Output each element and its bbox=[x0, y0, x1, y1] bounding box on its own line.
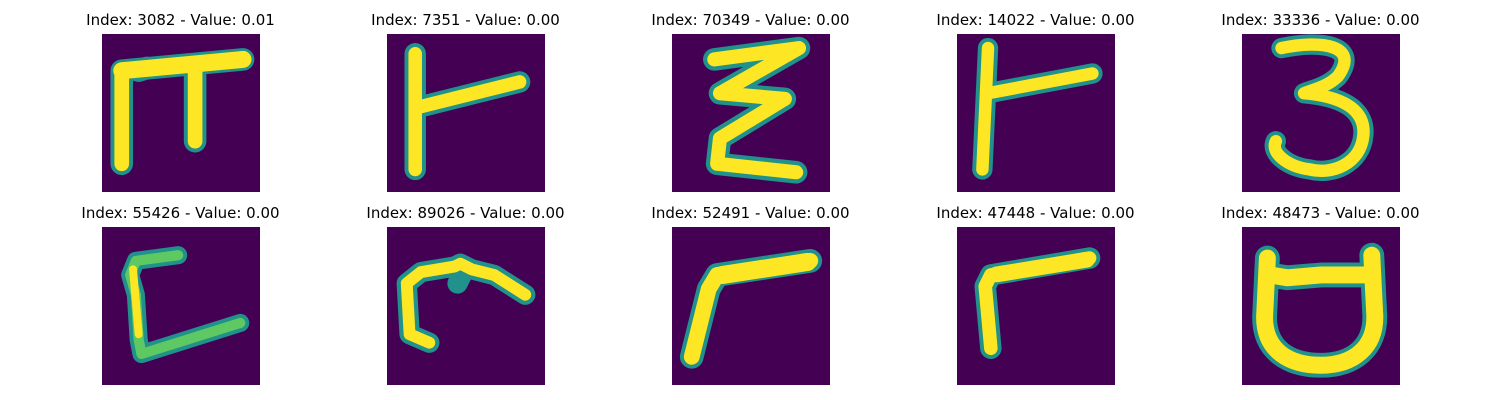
panel-6: Index: 55426 - Value: 0.00 bbox=[38, 203, 323, 393]
panel-8: Index: 52491 - Value: 0.00 bbox=[608, 203, 893, 393]
hook-shape-icon bbox=[386, 227, 545, 385]
panel-2: Index: 7351 - Value: 0.00 bbox=[323, 10, 608, 200]
panel-5: Index: 33336 - Value: 0.00 bbox=[1178, 10, 1463, 200]
vertical-stroke-with-branch-icon bbox=[956, 34, 1115, 192]
panel-1: Index: 3082 - Value: 0.01 bbox=[38, 10, 323, 200]
panel-title: Index: 33336 - Value: 0.00 bbox=[1221, 11, 1420, 29]
panel-title: Index: 3082 - Value: 0.01 bbox=[86, 11, 275, 29]
panel-title: Index: 52491 - Value: 0.00 bbox=[651, 204, 850, 222]
panel-title: Index: 70349 - Value: 0.00 bbox=[651, 11, 850, 29]
gamma-shape-icon bbox=[956, 227, 1115, 385]
pi-shape-icon bbox=[101, 34, 260, 192]
panel-title: Index: 48473 - Value: 0.00 bbox=[1221, 204, 1420, 222]
panel-title: Index: 89026 - Value: 0.00 bbox=[366, 204, 565, 222]
digit-three-icon bbox=[1241, 34, 1400, 192]
panel-10: Index: 48473 - Value: 0.00 bbox=[1178, 203, 1463, 393]
open-bracket-shape-icon bbox=[101, 227, 260, 385]
panel-title: Index: 7351 - Value: 0.00 bbox=[371, 11, 560, 29]
panel-title: Index: 55426 - Value: 0.00 bbox=[81, 204, 280, 222]
panel-title: Index: 14022 - Value: 0.00 bbox=[936, 11, 1135, 29]
panel-7: Index: 89026 - Value: 0.00 bbox=[323, 203, 608, 393]
vertical-stroke-with-branch-icon bbox=[386, 34, 545, 192]
panel-9: Index: 47448 - Value: 0.00 bbox=[893, 203, 1178, 393]
panel-title: Index: 47448 - Value: 0.00 bbox=[936, 204, 1135, 222]
cup-shape-icon bbox=[1241, 227, 1400, 385]
panel-4: Index: 14022 - Value: 0.00 bbox=[893, 10, 1178, 200]
gamma-shape-icon bbox=[671, 227, 830, 385]
epsilon-shape-icon bbox=[671, 34, 830, 192]
panel-3: Index: 70349 - Value: 0.00 bbox=[608, 10, 893, 200]
